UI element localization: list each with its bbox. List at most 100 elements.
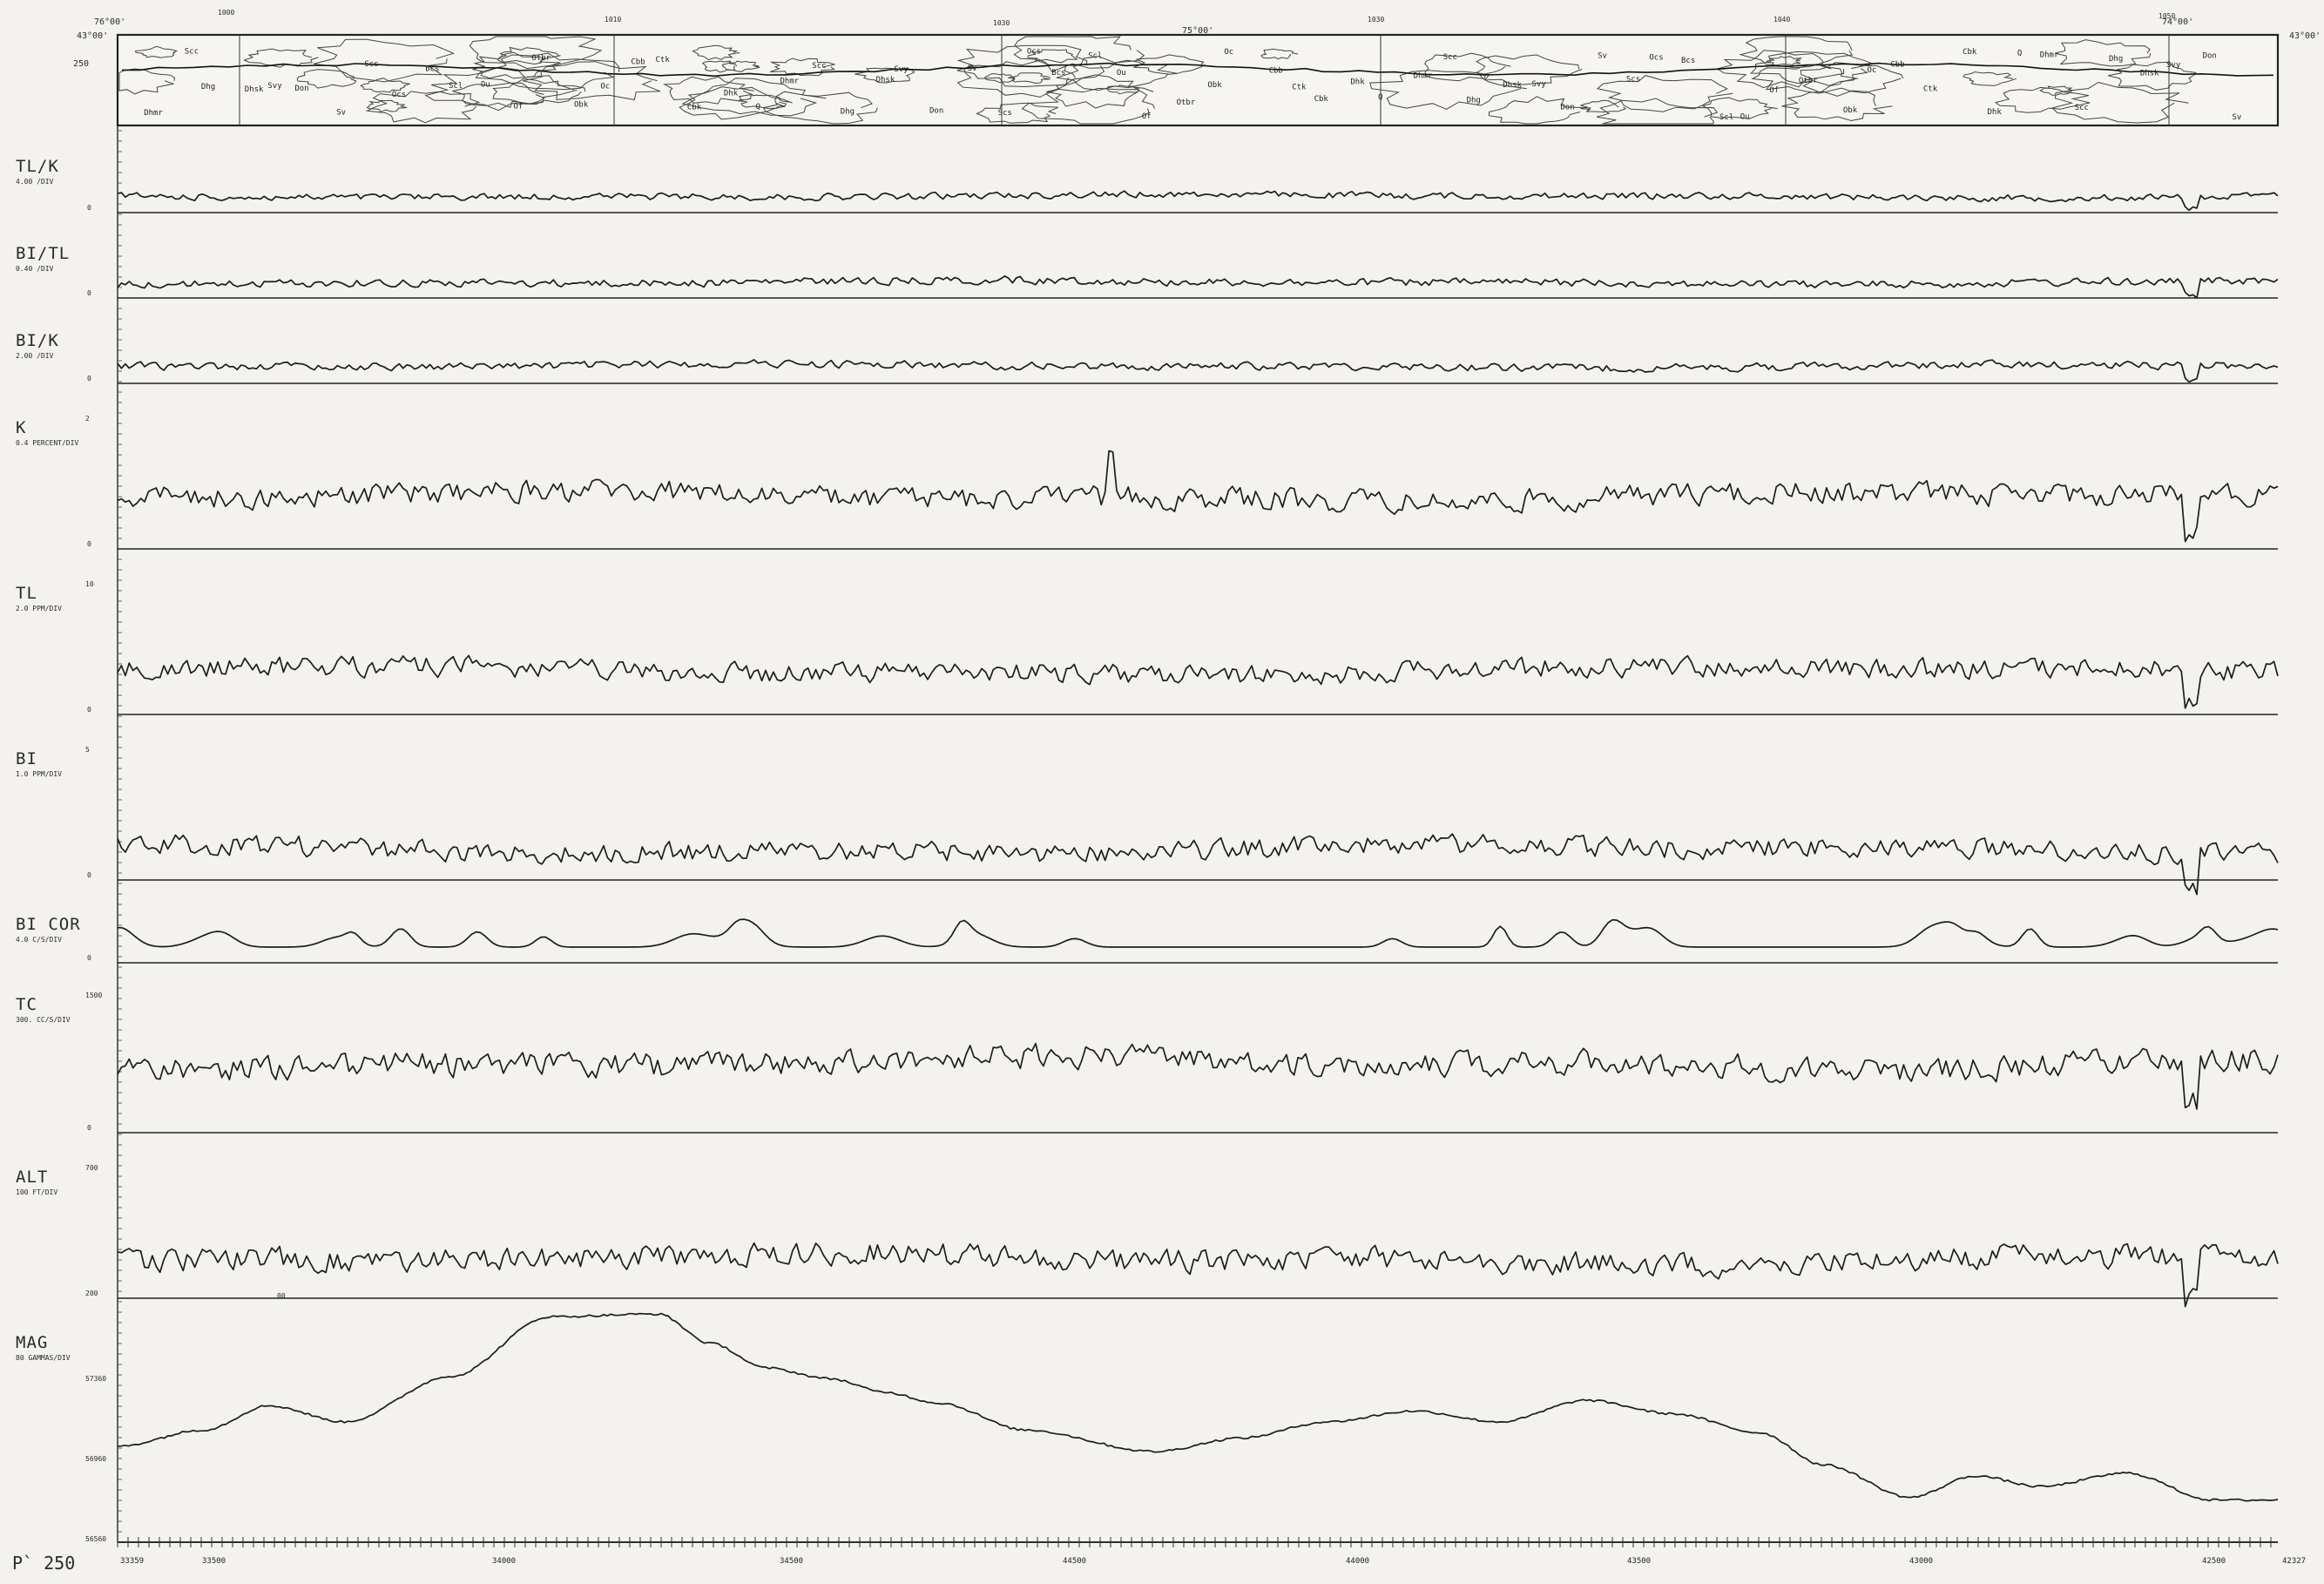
channel-name: TL/K xyxy=(16,157,59,176)
map-unit-label: Cbk xyxy=(687,103,702,112)
map-unit-label: Dhsk xyxy=(1503,81,1522,90)
map-corner-lon-mid: 75°00' xyxy=(1182,26,1214,36)
channel-scale: 80 GAMMAS/DIV xyxy=(16,1354,71,1362)
channel-tick-low: 0 xyxy=(87,1124,91,1132)
channel-tick-mid: 56960 xyxy=(85,1455,107,1463)
map-contour xyxy=(360,78,410,93)
fiducial-label: 34500 xyxy=(780,1557,803,1566)
map-unit-label: Don xyxy=(294,85,308,93)
map-contour xyxy=(1008,72,1051,84)
map-unit-label: Oc xyxy=(1224,48,1233,57)
map-contour xyxy=(1751,63,1859,94)
fiducial-label: 33359 xyxy=(120,1557,144,1566)
map-unit-label: Otbr xyxy=(1799,77,1818,85)
channel-name: ALT xyxy=(16,1168,49,1187)
channel-tick-low: 0 xyxy=(87,706,91,714)
page-number: P` 250 xyxy=(12,1553,76,1574)
map-unit-label: Dhsk xyxy=(876,76,895,85)
map-unit-label: Oc xyxy=(1868,66,1877,75)
map-contour xyxy=(313,38,456,83)
start-marker: 00 xyxy=(277,1292,286,1300)
map-unit-label: Q xyxy=(2017,49,2022,58)
map-contour xyxy=(681,78,827,117)
channel-tick-high: 1500 xyxy=(85,992,103,999)
map-unit-label: Dhmr xyxy=(2040,51,2059,59)
map-frame xyxy=(116,33,2280,127)
map-contour xyxy=(1995,86,2091,113)
map-contour xyxy=(366,99,408,112)
map-contour xyxy=(296,69,357,89)
channel-tick-low: 56560 xyxy=(85,1535,107,1543)
map-contour xyxy=(424,66,578,112)
map-left-alt: 250 xyxy=(73,59,90,69)
map-contour xyxy=(469,36,602,70)
trace-tc xyxy=(117,1042,2279,1110)
map-contour xyxy=(679,86,793,120)
map-contour xyxy=(1596,98,1719,125)
map-contour xyxy=(1701,97,1778,119)
map-unit-label: Svy xyxy=(267,82,282,91)
map-unit-label: Dhsk xyxy=(2140,70,2159,78)
map-unit-label: Don xyxy=(929,107,943,116)
map-contour xyxy=(1766,56,1802,66)
channel-name: TL xyxy=(16,584,37,603)
map-fiducial: 1040 xyxy=(1773,16,1791,24)
fiducial-axis: 33359 33500 34000 34500 44500 44000 43500 43000… xyxy=(117,1292,2306,1566)
map-contour xyxy=(1750,51,1875,86)
map-unit-label: Dhmr xyxy=(780,78,800,86)
map-contour xyxy=(692,44,740,61)
map-unit-label: Cbk xyxy=(1963,48,1977,57)
map-unit-label: Scs xyxy=(364,60,378,69)
map-unit-label: Dhg xyxy=(201,83,215,91)
map-contour xyxy=(662,76,754,105)
channel-name: BI COR xyxy=(16,915,81,934)
trace-k xyxy=(117,450,2279,543)
map-unit-label: Cbk xyxy=(1314,95,1329,104)
map-contour xyxy=(1046,74,1154,109)
map-unit-label: Dhmr xyxy=(1414,71,1433,80)
map-contour xyxy=(1056,56,1178,91)
channel-name: BI/TL xyxy=(16,244,71,263)
map-contour xyxy=(1579,99,1627,113)
fiducial-label: 42327 xyxy=(2282,1557,2306,1566)
channel-scale: 0.40 /DIV xyxy=(16,265,54,273)
map-contour xyxy=(2039,85,2073,96)
map-contour xyxy=(1424,52,1511,82)
map-contour xyxy=(1963,71,2017,86)
channel-name: BI/K xyxy=(16,331,59,350)
map-contour xyxy=(1021,87,1155,125)
map-unit-label: Sv xyxy=(336,108,346,117)
map-unit-label: Of xyxy=(514,102,524,111)
map-unit-label: Dhk xyxy=(1350,78,1365,87)
channel-scale: 1.0 PPM/DIV xyxy=(16,770,62,778)
fiducial-label: 44500 xyxy=(1063,1557,1086,1566)
channel-scale: 2.00 /DIV xyxy=(16,352,54,360)
map-unit-label: Cbb xyxy=(1269,67,1283,76)
channel-name: TC xyxy=(16,995,37,1014)
channel-tick-high: 5 xyxy=(85,746,90,754)
map-unit-label: Ocs xyxy=(1649,53,1663,62)
map-contour xyxy=(1260,48,1299,60)
map-unit-label: Ctk xyxy=(1923,85,1938,94)
map-unit-label: Sv xyxy=(2233,113,2242,122)
map-unit-label: Cbb xyxy=(1890,61,1904,70)
channel-tick-high: 57360 xyxy=(85,1375,107,1383)
map-contour xyxy=(1781,90,1893,122)
map-unit-label: Sv xyxy=(1598,51,1607,60)
map-contour xyxy=(1489,96,1591,125)
map-unit-label: Svy xyxy=(1532,80,1547,89)
map-contour xyxy=(721,60,760,72)
map-contour xyxy=(1475,54,1583,85)
map-unit-label: Bcs xyxy=(1051,69,1065,78)
map-unit-label: Q xyxy=(756,103,760,112)
map-contour xyxy=(2051,81,2189,124)
map-contour xyxy=(522,61,661,101)
map-fiducial: 1030 xyxy=(993,19,1010,27)
map-unit-label: Don xyxy=(1560,104,1574,112)
map-unit-label: Svy xyxy=(2166,61,2181,70)
map-corner-lon-right: 74°00' xyxy=(2162,17,2194,27)
map-unit-label: Of xyxy=(1769,86,1779,95)
